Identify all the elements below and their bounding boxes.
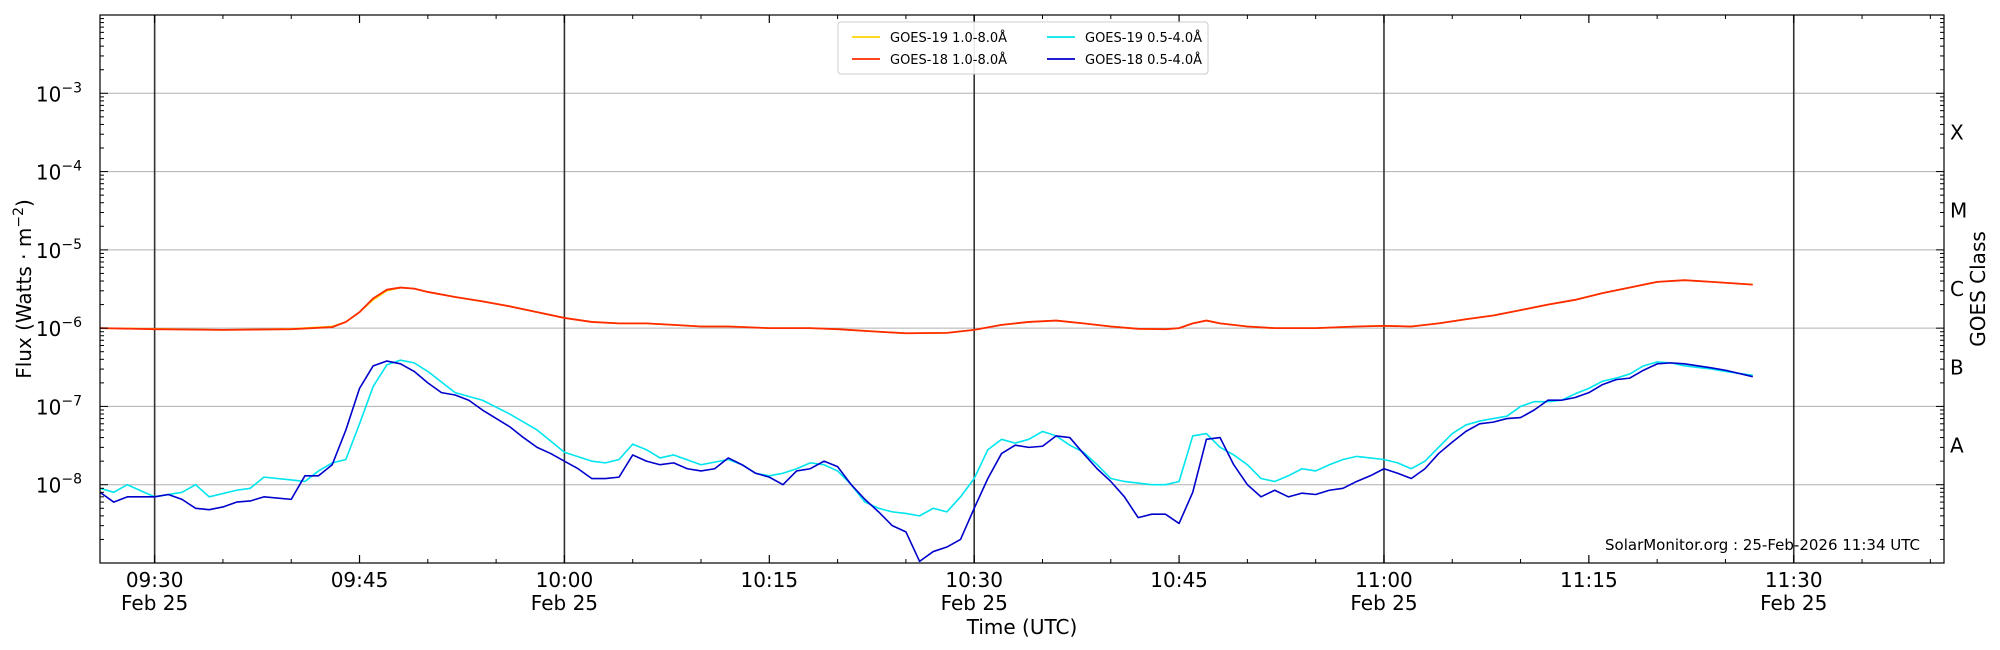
y-axis-ticks: 10−8 10−7 10−6 10−5 10−4 10−3 bbox=[36, 18, 1944, 564]
x-tick-date-label: Feb 25 bbox=[1350, 591, 1417, 615]
series-line-3 bbox=[100, 360, 1753, 563]
x-tick-label: 11:15 bbox=[1560, 568, 1618, 592]
legend-entry: GOES-19 1.0-8.0Å bbox=[890, 30, 1007, 46]
x-tick-label: 11:00 bbox=[1355, 568, 1413, 592]
series-layer bbox=[100, 279, 1753, 563]
legend-entry: GOES-18 0.5-4.0Å bbox=[1085, 52, 1202, 68]
y-axis-label: Flux (Watts · m−2) bbox=[11, 199, 36, 379]
x-tick-label: 09:45 bbox=[331, 568, 389, 592]
series-line-1 bbox=[100, 279, 1753, 335]
x-tick-label: 10:00 bbox=[536, 568, 594, 592]
x-tick-date-label: Feb 25 bbox=[121, 591, 188, 615]
goes-class-B: B bbox=[1950, 355, 1964, 379]
x-tick-date-label: Feb 25 bbox=[941, 591, 1008, 615]
y-tick-label: 10−4 bbox=[36, 159, 82, 185]
goes-class-M: M bbox=[1950, 199, 1967, 223]
x-tick-label: 10:45 bbox=[1150, 568, 1208, 592]
horizontal-gridlines bbox=[100, 92, 1944, 486]
x-tick-label: 10:30 bbox=[945, 568, 1003, 592]
goes-class-C: C bbox=[1950, 277, 1964, 301]
x-tick-label: 11:30 bbox=[1765, 568, 1823, 592]
y-tick-label: 10−8 bbox=[36, 472, 82, 498]
x-tick-date-label: Feb 25 bbox=[531, 591, 598, 615]
legend-box bbox=[837, 21, 1209, 75]
solarmonitor-credit: SolarMonitor.org : 25-Feb-2026 11:34 UTC bbox=[1605, 536, 1920, 554]
y-tick-label: 10−3 bbox=[36, 80, 82, 106]
legend-entry: GOES-19 0.5-4.0Å bbox=[1085, 30, 1202, 46]
y-tick-label: 10−6 bbox=[36, 315, 82, 341]
x-tick-date-label: Feb 25 bbox=[1760, 591, 1827, 615]
goes-class-labels: A B C M X bbox=[1950, 120, 1967, 457]
vertical-day-lines bbox=[153, 15, 1795, 563]
goes-class-axis-label: GOES Class bbox=[1966, 231, 1990, 347]
x-tick-label: 10:15 bbox=[740, 568, 798, 592]
plot-frame bbox=[99, 14, 1945, 564]
goes-class-X: X bbox=[1950, 120, 1964, 144]
x-axis-label: Time (UTC) bbox=[966, 615, 1078, 639]
x-tick-label: 09:30 bbox=[126, 568, 184, 592]
y-tick-label: 10−5 bbox=[36, 237, 82, 263]
y-tick-label: 10−7 bbox=[36, 393, 82, 419]
legend: GOES-19 1.0-8.0Å GOES-18 1.0-8.0Å GOES-19 … bbox=[837, 21, 1209, 75]
series-line-2 bbox=[100, 359, 1753, 517]
goes-class-A: A bbox=[1950, 434, 1964, 458]
legend-entry: GOES-18 1.0-8.0Å bbox=[890, 52, 1007, 68]
